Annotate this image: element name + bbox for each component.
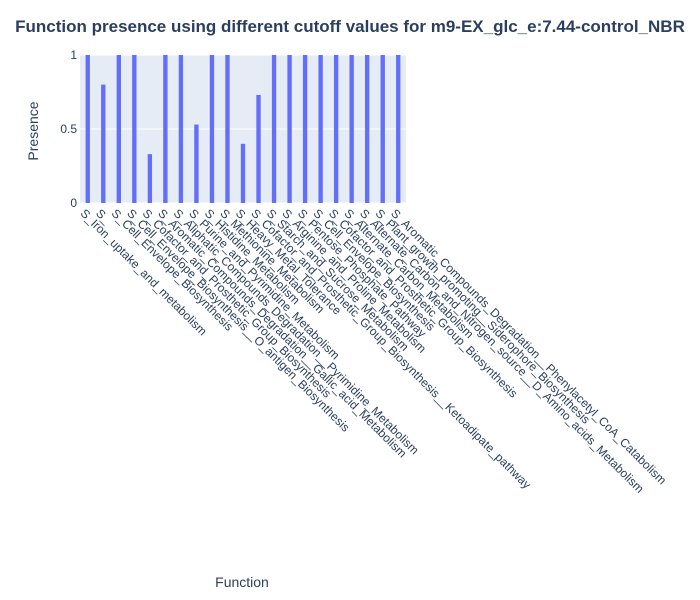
y-axis-label: Presence [25, 101, 41, 160]
y-tick-label: 0 [70, 196, 77, 210]
bar [287, 55, 292, 203]
bar [132, 55, 137, 203]
bar [271, 55, 277, 203]
bar [318, 55, 323, 203]
bar [85, 55, 90, 203]
bar [365, 55, 370, 203]
y-tick-labels: 00.51 [60, 48, 77, 210]
bar [225, 55, 230, 203]
bar [209, 55, 215, 203]
bar [333, 55, 339, 203]
bar [147, 154, 153, 203]
bars [85, 55, 401, 203]
bar [101, 84, 106, 203]
x-axis-label: Function [215, 574, 269, 590]
bar [163, 55, 168, 203]
y-tick-label: 0.5 [60, 122, 77, 136]
chart-title: Function presence using different cutoff… [15, 17, 685, 36]
bar [302, 55, 308, 203]
y-tick-label: 1 [70, 48, 77, 62]
bar [380, 55, 385, 203]
bar [194, 124, 199, 203]
bar [256, 94, 261, 203]
bar [396, 55, 401, 203]
bar [178, 55, 184, 203]
bar [116, 55, 121, 203]
x-tick-label: S_Aromatic_Compounds_Degradation__Phenyl… [388, 206, 669, 487]
bar [240, 143, 246, 203]
x-tick-labels: S_Iron_uptake_and_metabolismS_S_Cell_Env… [78, 206, 670, 496]
bar [349, 55, 354, 203]
